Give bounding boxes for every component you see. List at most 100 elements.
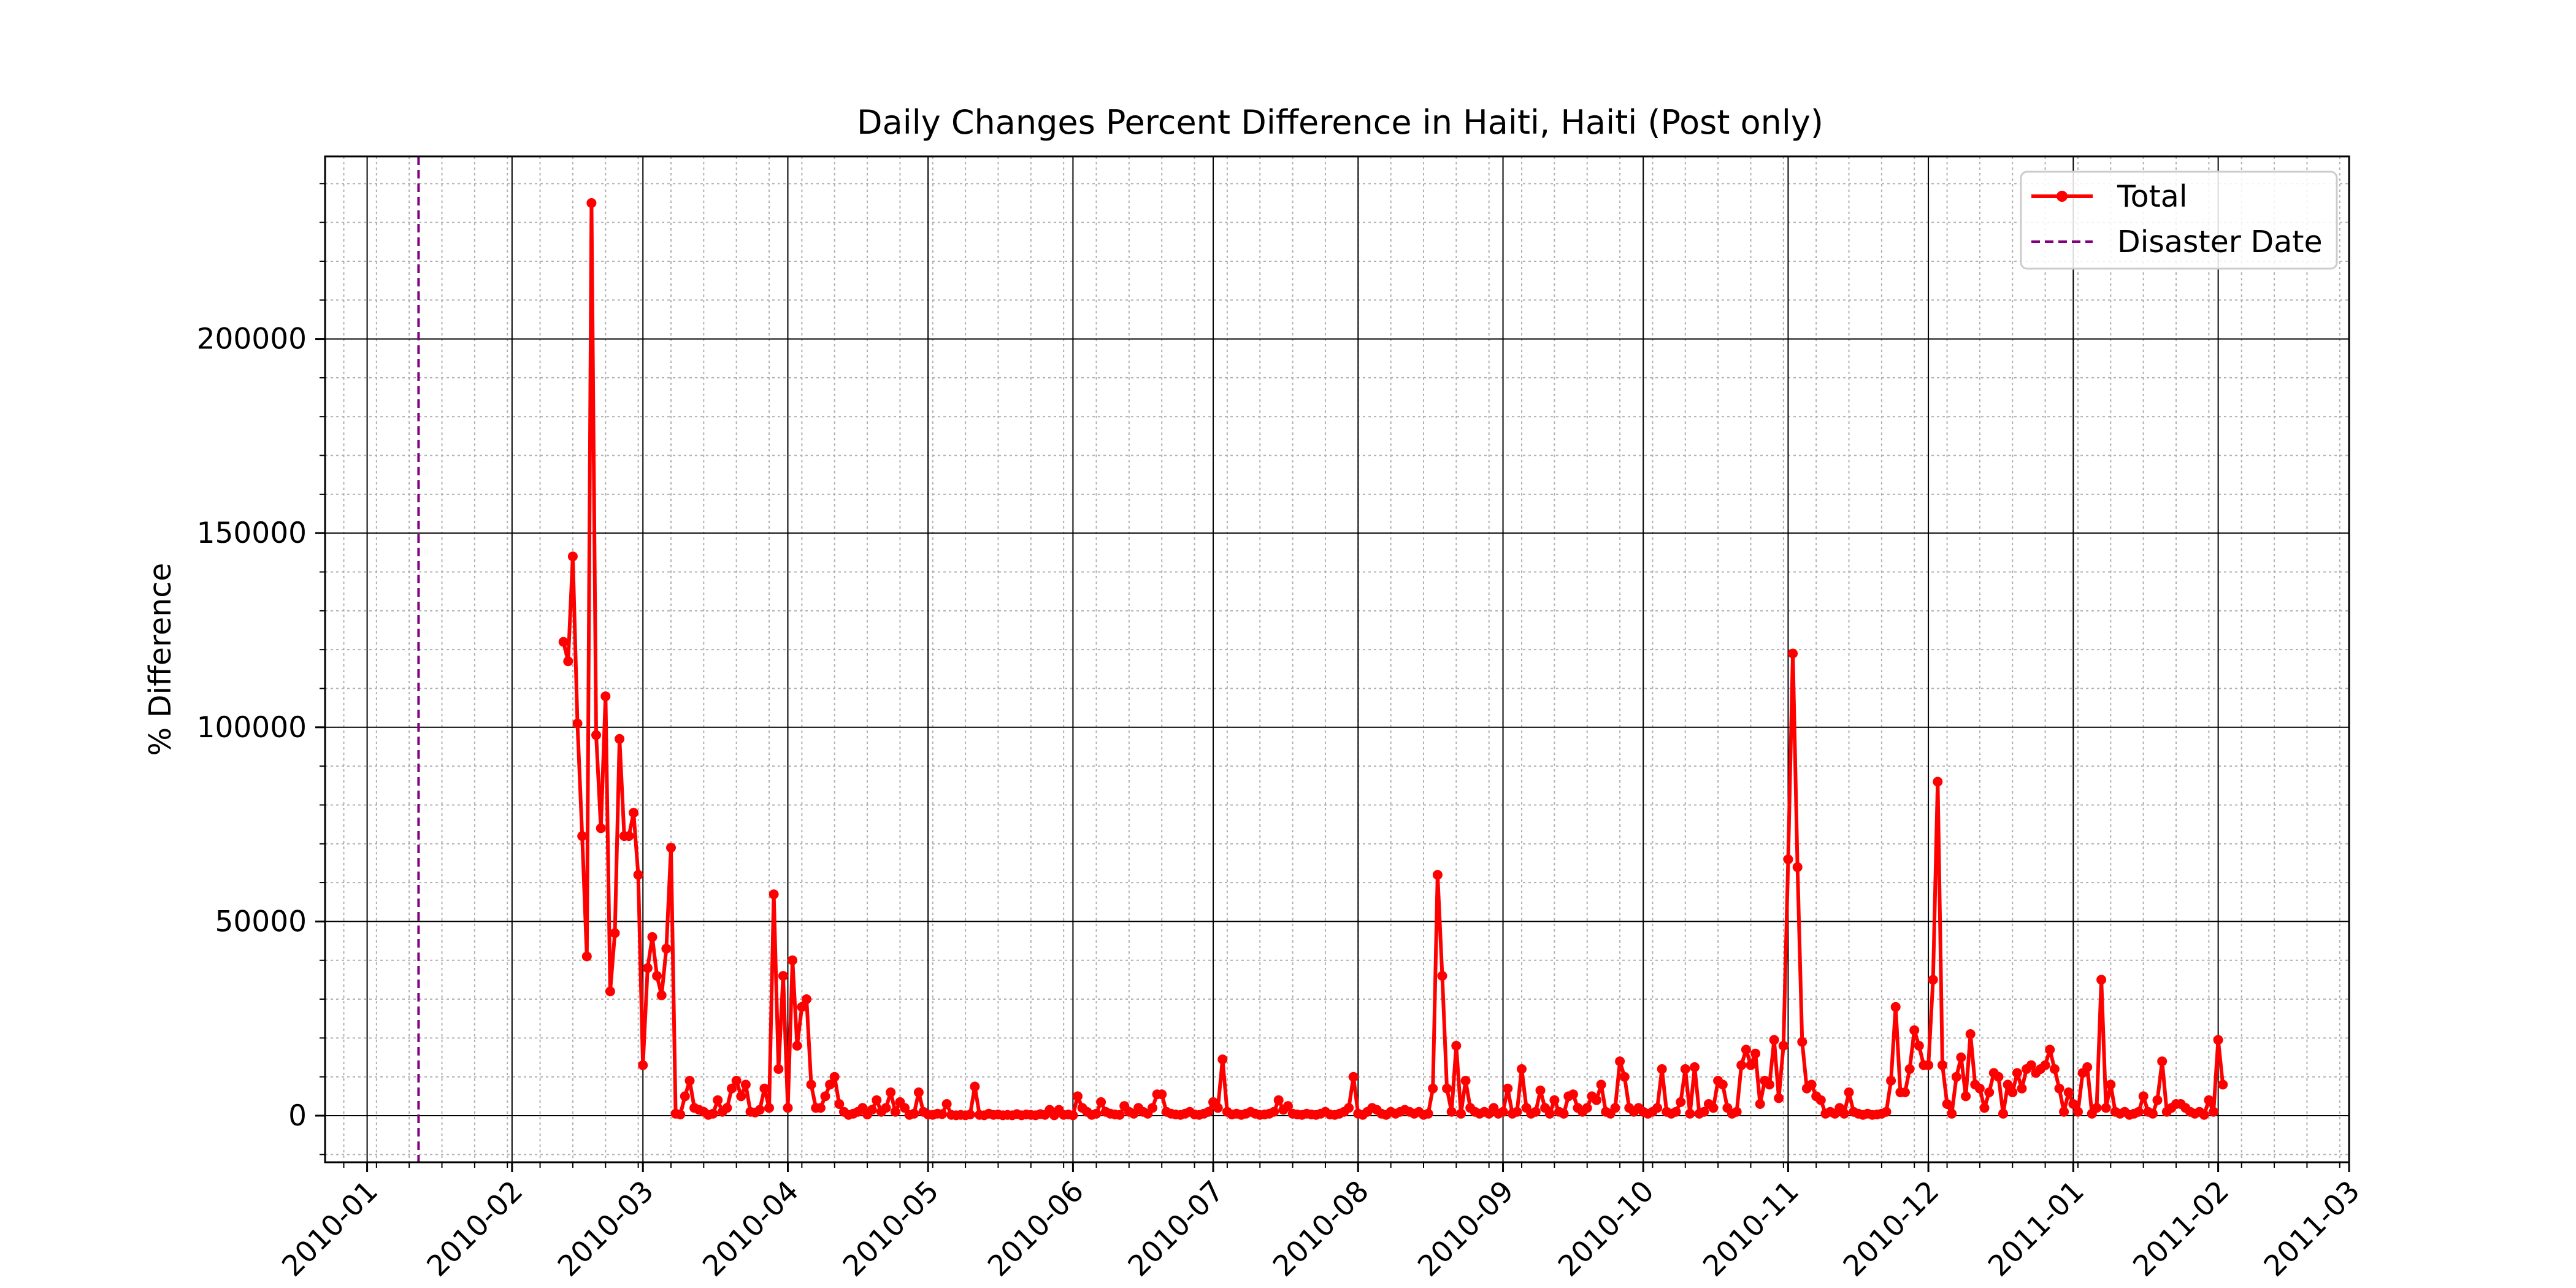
data-point (1956, 1052, 1966, 1062)
data-point (2059, 1106, 2069, 1117)
data-point (1736, 1060, 1747, 1070)
data-point (1203, 1106, 1214, 1117)
x-tick-label: 2010-06 (981, 1175, 1091, 1284)
data-point (1951, 1071, 1961, 1082)
data-point (764, 1103, 774, 1113)
data-point (1114, 1110, 1125, 1120)
data-point (1731, 1106, 1742, 1117)
data-point (2152, 1095, 2163, 1105)
data-point (708, 1108, 718, 1119)
data-point (820, 1091, 830, 1102)
data-point (1942, 1099, 1952, 1109)
data-point (802, 994, 811, 1005)
data-point (1610, 1103, 1620, 1113)
data-point (642, 963, 653, 973)
data-point (656, 990, 667, 1000)
data-point (881, 1103, 891, 1113)
data-point (680, 1091, 690, 1102)
data-point (1073, 1091, 1083, 1102)
plot-frame (324, 155, 2350, 1163)
x-tick-label: 2010-08 (1267, 1175, 1376, 1284)
data-point (806, 1079, 816, 1090)
data-point (1806, 1079, 1817, 1090)
y-tick-label: 150000 (197, 516, 307, 550)
data-point (577, 831, 588, 841)
data-point (1148, 1103, 1157, 1113)
data-point (2209, 1106, 2218, 1117)
data-point (1998, 1108, 2008, 1119)
data-point (581, 951, 592, 962)
data-point (1428, 1083, 1438, 1094)
x-tick-label: 2010-01 (275, 1175, 385, 1284)
data-point (1091, 1108, 1102, 1119)
data-point (773, 1064, 784, 1074)
data-point (1774, 1093, 1784, 1103)
data-point (769, 889, 779, 900)
data-point (1680, 1064, 1690, 1074)
series-group (561, 201, 2225, 1117)
data-point (1437, 971, 1447, 981)
data-point (1923, 1060, 1934, 1070)
data-point (1792, 862, 1803, 872)
data-point (834, 1099, 845, 1109)
data-point (1685, 1108, 1695, 1119)
data-point (1213, 1103, 1223, 1113)
legend-disaster-label: Disaster Date (2117, 224, 2323, 259)
data-point (2063, 1087, 2074, 1097)
data-point (586, 198, 597, 208)
data-point (666, 843, 676, 853)
data-point (2026, 1060, 2036, 1070)
data-point (1549, 1095, 1560, 1105)
data-point (1741, 1045, 1751, 1055)
data-point (815, 1103, 826, 1113)
data-point (1914, 1041, 1924, 1051)
data-point (2054, 1083, 2064, 1094)
data-point (2106, 1079, 2116, 1090)
data-point (829, 1071, 840, 1082)
data-point (1965, 1029, 1976, 1039)
data-point (2017, 1083, 2027, 1094)
data-point (2101, 1103, 2111, 1113)
data-point (1933, 776, 1943, 787)
x-tick-label: 2010-09 (1411, 1175, 1520, 1284)
data-point (2147, 1108, 2158, 1119)
data-point (783, 1103, 793, 1113)
data-point (1671, 1106, 1681, 1117)
data-point (1460, 1076, 1471, 1086)
data-point (1765, 1079, 1774, 1090)
data-point (1979, 1103, 1990, 1113)
data-point (970, 1081, 980, 1092)
data-point (605, 986, 615, 997)
data-point (1844, 1087, 1854, 1097)
data-point (2082, 1062, 2093, 1072)
data-point (652, 971, 662, 981)
data-point (1690, 1062, 1700, 1072)
data-point (1676, 1097, 1686, 1107)
x-tick-label: 2010-03 (551, 1175, 661, 1284)
data-point (1558, 1108, 1569, 1119)
data-point (629, 808, 638, 818)
data-point (941, 1099, 952, 1109)
data-point (1568, 1089, 1578, 1100)
data-point (1769, 1035, 1779, 1045)
data-point (2007, 1087, 2018, 1097)
data-point (788, 955, 798, 965)
data-point (2199, 1110, 2209, 1120)
data-point (1815, 1095, 1826, 1105)
x-tick-label: 2010-04 (696, 1175, 805, 1284)
data-point (596, 823, 606, 834)
data-point (759, 1083, 770, 1094)
data-point (727, 1083, 737, 1094)
data-point (1699, 1106, 1709, 1117)
data-point (1708, 1103, 1719, 1113)
x-tick-label: 2011-02 (2126, 1175, 2236, 1284)
chart-title: Daily Changes Percent Difference in Hait… (857, 103, 1823, 142)
data-point (1974, 1083, 1985, 1094)
y-axis-label: % Difference (143, 563, 178, 756)
data-point (1755, 1099, 1765, 1109)
y-tick-label: 100000 (197, 711, 307, 745)
data-point (1446, 1106, 1457, 1117)
data-point (1283, 1101, 1293, 1111)
minor-grid (325, 156, 2349, 1162)
data-point (909, 1108, 919, 1119)
